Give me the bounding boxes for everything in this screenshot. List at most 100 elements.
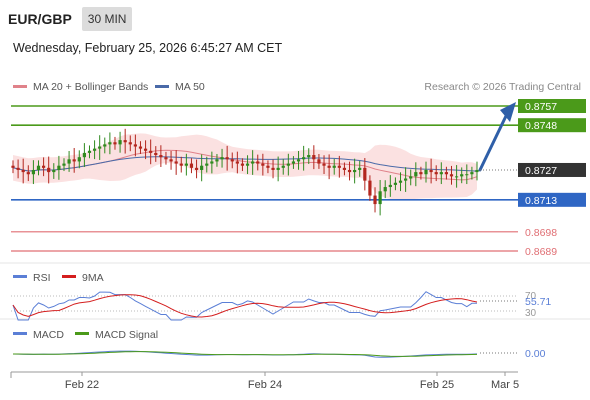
x-tick-label: Mar 5 [491,379,519,391]
candle-body [164,157,168,160]
candle-body [414,172,418,177]
support-level-label: 0.8689 [525,246,557,258]
candle-body [72,159,76,162]
candle-body [62,163,66,166]
rsi-line [12,291,477,321]
candlesticks [11,128,479,216]
chart-datetime: Wednesday, February 25, 2026 6:45:27 AM … [13,41,283,55]
rsi-ma-legend-label: 9MA [82,272,104,284]
candle-body [409,176,413,179]
candle-body [174,161,178,164]
current-level-box [518,162,586,177]
candle-body [26,172,30,175]
candle-body [332,165,336,168]
macd-signal-line [13,351,478,357]
candle-body [378,191,382,205]
candle-body [113,142,117,145]
x-tick-label: Feb 25 [420,379,454,391]
candle-body [128,142,132,145]
candle-body [460,174,464,177]
candle-body [179,163,183,166]
candle-body [92,148,97,151]
candle-body [57,165,61,170]
credit-text: Research © 2026 Trading Central [424,81,581,93]
candle-body [230,159,234,162]
candle-body [98,146,102,149]
timeframe-badge[interactable]: 30 MIN [81,7,133,31]
candle-body [276,167,280,170]
candle-body [52,169,56,173]
candle-body [47,167,51,173]
candle-body [251,161,255,164]
candle-body [21,169,25,173]
candle-body [138,146,143,149]
candle-body [455,176,459,178]
projection-arrow-shaft [478,114,508,172]
bb-legend-label: MA 20 + Bollinger Bands [33,81,148,93]
candle-body [36,165,41,170]
target-level-box [518,118,586,133]
candle-body [419,172,423,175]
candle-body [194,167,199,170]
current-level-label: 0.8727 [525,165,557,177]
candle-body [184,163,188,166]
candle-body [398,180,403,183]
candle-body [103,144,107,147]
candle-body [312,155,316,160]
candle-body [123,140,127,143]
candle-body [296,159,301,162]
candle-body [154,152,158,156]
macd-legend-label: MACD [33,329,64,341]
level-lines [11,105,518,252]
candle-body [159,155,163,158]
candle-body [200,165,204,170]
candle-body [87,150,92,153]
candle-body [205,163,209,166]
candle-body [291,161,296,164]
bollinger-bands [13,133,477,201]
projection-arrow [478,102,516,172]
candle-body [388,184,392,188]
projection-arrow-head [500,102,516,122]
candle-body [169,159,173,162]
macd-value-label: 0.00 [525,348,546,360]
candle-body [235,161,239,164]
candle-body [368,180,372,196]
moving-averages [12,149,478,181]
candle-body [337,165,341,168]
candle-body [67,159,71,164]
macd-legend-swatch [13,332,27,335]
candle-body [108,142,112,145]
candle-body [358,167,362,170]
ma50-legend-swatch [155,85,169,88]
candle-body [225,157,229,160]
candle-body [143,148,148,151]
candle-body [475,169,479,173]
candle-body [11,165,15,168]
macd-signal-legend-swatch [75,332,89,335]
target-level-label: 0.8748 [525,120,557,132]
x-tick-label: Feb 24 [248,379,282,391]
candle-body [383,187,387,192]
ma50-line [12,156,478,172]
candle-body [327,165,331,168]
candle-body [347,169,352,173]
pivot-level-label: 0.8713 [525,195,557,207]
rsi-70-label: 70 [525,291,537,302]
support-level-label: 0.8698 [525,227,557,239]
candle-body [465,174,469,176]
candle-body [353,169,357,173]
rsi-ma-legend-swatch [62,275,76,278]
candle-body [317,159,321,164]
candle-body [266,165,270,168]
candle-body [470,172,474,175]
candle-body [393,182,398,185]
rsi-legend-swatch [13,275,27,278]
candle-body [82,152,86,158]
candle-body [118,140,122,145]
bollinger-band-fill [13,133,477,201]
candle-body [363,167,367,181]
target-level-box [518,99,586,113]
macd-signal-legend-label: MACD Signal [95,329,158,341]
